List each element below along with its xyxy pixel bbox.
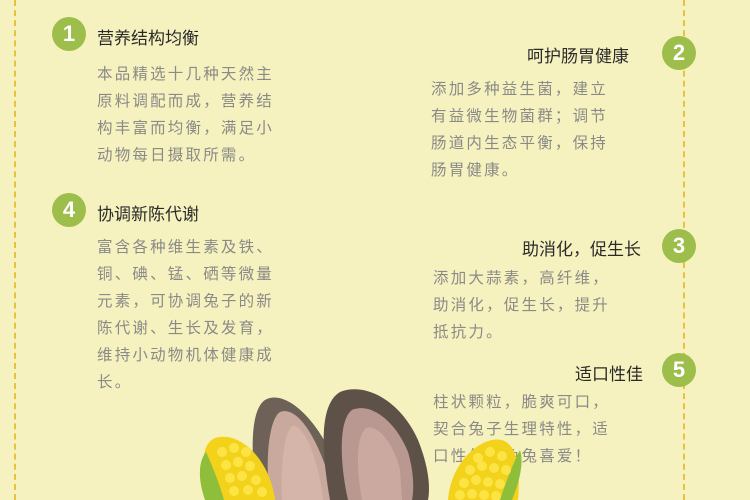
feature-4-line: 铜、碘、锰、硒等微量	[97, 265, 275, 283]
feature-4-line: 陈代谢、生长及发育，	[97, 319, 275, 337]
feature-1-title: 营养结构均衡	[97, 29, 199, 49]
feature-4-line: 元素，可协调兔子的新	[97, 292, 275, 310]
rabbit-left-ear-icon	[252, 397, 345, 500]
feature-5-line: 柱状颗粒，脆爽可口，	[433, 393, 611, 411]
feature-4-title: 协调新陈代谢	[97, 205, 199, 225]
feature-2-title: 呵护肠胃健康	[527, 47, 629, 67]
feature-4-line: 长。	[97, 373, 133, 391]
feature-3-title: 助消化，促生长	[522, 240, 641, 260]
rabbit-right-ear-icon	[323, 389, 429, 500]
feature-2-description: 添加多种益生菌，建立 有益微生物菌群；调节 肠道内生态平衡，保持 肠胃健康。	[431, 76, 608, 184]
feature-1-line: 本品精选十几种天然主	[97, 65, 275, 83]
feature-5-line: 契合兔子生理特性，适	[433, 420, 611, 438]
feature-5-title: 适口性佳	[575, 365, 643, 385]
feature-1-line: 动物每日摄取所需。	[97, 146, 257, 164]
feature-4-line: 维持小动物机体健康成	[97, 346, 275, 364]
feature-4-line: 富含各种维生素及铁、	[97, 238, 275, 256]
feature-2-line: 添加多种益生菌，建立	[431, 80, 609, 98]
feature-3-description: 添加大蒜素，高纤维， 助消化，促生长，提升 抵抗力。	[433, 265, 610, 346]
feature-3-line: 添加大蒜素，高纤维，	[433, 269, 611, 287]
feature-1-line: 构丰富而均衡，满足小	[97, 119, 275, 137]
feature-1-description: 本品精选十几种天然主 原料调配而成，营养结 构丰富而均衡，满足小 动物每日摄取所…	[97, 61, 274, 169]
feature-3-line: 抵抗力。	[433, 323, 504, 341]
feature-2-line: 肠胃健康。	[431, 161, 520, 179]
feature-3-number-badge: 3	[662, 229, 696, 263]
feature-4-description: 富含各种维生素及铁、 铜、碘、锰、硒等微量 元素，可协调兔子的新 陈代谢、生长及…	[97, 234, 274, 396]
left-dashed-line	[14, 0, 16, 500]
corn-right-icon	[448, 439, 522, 500]
feature-5-number-badge: 5	[662, 353, 696, 387]
feature-2-line: 有益微生物菌群；调节	[431, 107, 609, 125]
feature-3-line: 助消化，促生长，提升	[433, 296, 611, 314]
feature-1-line: 原料调配而成，营养结	[97, 92, 275, 110]
feature-2-number-badge: 2	[662, 36, 696, 70]
feature-2-line: 肠道内生态平衡，保持	[431, 134, 609, 152]
feature-1-number-badge: 1	[52, 17, 86, 51]
corn-left-icon	[199, 436, 275, 500]
feature-4-number-badge: 4	[52, 193, 86, 227]
